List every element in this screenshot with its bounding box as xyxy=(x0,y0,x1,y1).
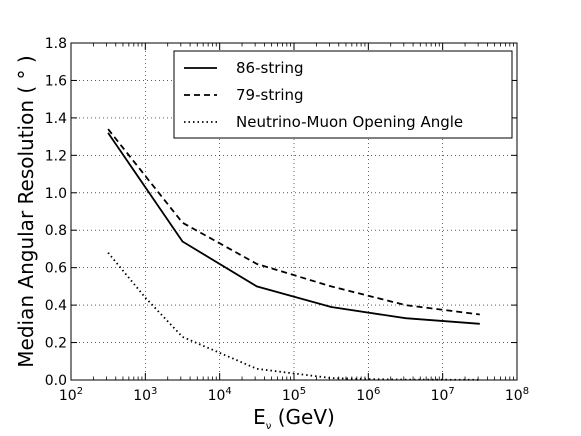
x-tick-exponent: 7 xyxy=(448,386,454,397)
legend-label: Neutrino-Muon Opening Angle xyxy=(236,113,463,131)
x-axis-label-main: E xyxy=(253,405,266,429)
legend: 86-string 79-string Neutrino-Muon Opening … xyxy=(173,50,513,139)
x-axis-label: Eν (GeV) xyxy=(253,405,335,432)
x-tick-base: 10 xyxy=(431,388,449,404)
legend-box xyxy=(173,50,513,139)
y-tick-label: 0.8 xyxy=(45,223,67,239)
y-tick-label: 1.6 xyxy=(45,73,67,89)
legend-entries: 86-string 79-string Neutrino-Muon Opening … xyxy=(184,59,463,131)
x-tick-exponent: 3 xyxy=(151,386,157,397)
x-tick-label: 108 xyxy=(505,386,529,404)
series-line-86-string xyxy=(107,132,480,325)
y-axis-label: Median Angular Resolution ( ° ) xyxy=(14,55,38,367)
x-tick-label: 103 xyxy=(133,386,157,404)
axis-ticks xyxy=(70,42,518,381)
x-axis-label-unit: (GeV) xyxy=(271,405,334,429)
y-tick-label: 1.8 xyxy=(45,36,67,52)
legend-label: 79-string xyxy=(236,86,304,104)
x-tick-label: 107 xyxy=(431,386,455,404)
x-tick-base: 10 xyxy=(59,388,77,404)
series-layer xyxy=(107,128,480,381)
x-tick-exponent: 8 xyxy=(523,386,529,397)
y-tick-label: 0.0 xyxy=(45,373,67,389)
x-tick-base: 10 xyxy=(282,388,300,404)
x-tick-base: 10 xyxy=(356,388,374,404)
x-tick-base: 10 xyxy=(505,388,523,404)
x-tick-label: 102 xyxy=(59,386,83,404)
y-tick-label: 0.6 xyxy=(45,261,67,277)
y-tick-label: 1.2 xyxy=(45,148,67,164)
x-tick-base: 10 xyxy=(208,388,226,404)
x-tick-label: 106 xyxy=(356,386,380,404)
x-tick-base: 10 xyxy=(133,388,151,404)
x-tick-exponent: 5 xyxy=(300,386,306,397)
y-tick-label: 0.4 xyxy=(45,298,67,314)
series-line-79-string xyxy=(107,128,480,316)
x-tick-exponent: 4 xyxy=(225,386,231,397)
y-tick-label: 1.4 xyxy=(45,111,67,127)
x-tick-exponent: 6 xyxy=(374,386,380,397)
x-tick-label: 105 xyxy=(282,386,306,404)
y-tick-label: 0.2 xyxy=(45,336,67,352)
legend-label: 86-string xyxy=(236,59,304,77)
y-tick-label: 1.0 xyxy=(45,186,67,202)
x-tick-exponent: 2 xyxy=(77,386,83,397)
x-tick-label: 104 xyxy=(208,386,232,404)
x-axis-label-subscript: ν xyxy=(266,421,272,432)
